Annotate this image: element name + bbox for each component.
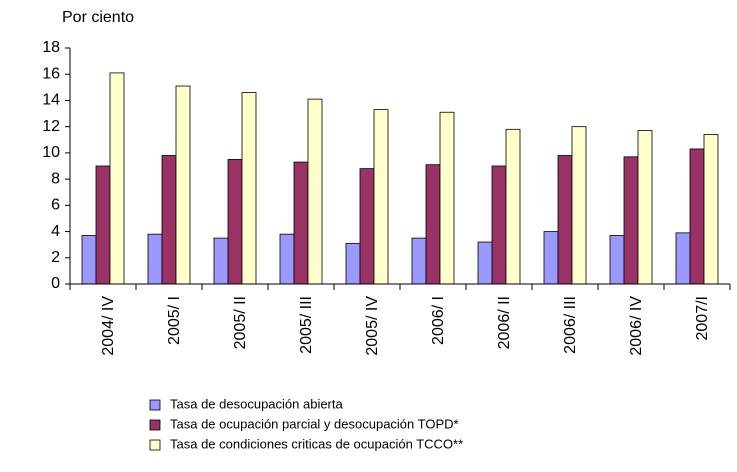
bar (307, 98, 323, 285)
x-tick-label: 2006/ II (496, 296, 513, 349)
y-tick-label: 18 (42, 39, 60, 56)
y-tick-label: 2 (51, 249, 60, 266)
legend-label: Tasa de ocupación parcial y desocupación… (170, 416, 459, 431)
y-tick-label: 6 (51, 197, 60, 214)
y-tick-label: 10 (42, 144, 60, 161)
x-tick-label: 2005/ II (232, 296, 249, 349)
bar (109, 72, 125, 285)
x-tick-label: 2005/ IV (364, 296, 381, 356)
bar (543, 231, 559, 285)
bar (373, 109, 389, 285)
bar (411, 237, 427, 285)
bar (675, 232, 691, 285)
legend-label: Tasa de condiciones criticas de ocupació… (170, 436, 463, 451)
bar (293, 161, 309, 285)
y-axis-label: Por ciento (62, 9, 134, 26)
bar (95, 165, 111, 285)
x-tick-label: 2004/ IV (100, 296, 117, 356)
bar (425, 164, 441, 285)
x-tick-label: 2006/ IV (628, 296, 645, 356)
y-tick-label: 14 (42, 92, 60, 109)
y-tick-label: 16 (42, 65, 60, 82)
bar (557, 155, 573, 285)
bar (175, 85, 191, 285)
bar (81, 235, 97, 285)
bar (241, 92, 257, 285)
legend-label: Tasa de desocupación abierta (170, 396, 344, 411)
bar (623, 156, 639, 285)
bar (227, 159, 243, 285)
x-tick-label: 2006/ I (430, 296, 447, 345)
bar (161, 155, 177, 285)
bar (477, 241, 493, 285)
bar (609, 235, 625, 285)
bar (439, 111, 455, 285)
x-tick-label: 2007/I (694, 296, 711, 340)
y-tick-label: 0 (51, 275, 60, 292)
bar (571, 126, 587, 285)
bar (359, 168, 375, 285)
legend-swatch (149, 399, 161, 411)
bar (147, 233, 163, 285)
bar (689, 148, 705, 285)
x-tick-label: 2006/ III (562, 296, 579, 354)
y-tick-label: 12 (42, 118, 60, 135)
bar (505, 128, 521, 285)
bar (491, 165, 507, 285)
bar (637, 130, 653, 285)
bar (345, 242, 361, 285)
bar (213, 237, 229, 285)
x-tick-label: 2005/ I (166, 296, 183, 345)
legend-swatch (149, 419, 161, 431)
y-tick-label: 8 (51, 170, 60, 187)
y-tick-label: 4 (51, 223, 60, 240)
bar (703, 134, 719, 285)
bar (279, 233, 295, 285)
legend-swatch (149, 439, 161, 451)
x-tick-label: 2005/ III (298, 296, 315, 354)
